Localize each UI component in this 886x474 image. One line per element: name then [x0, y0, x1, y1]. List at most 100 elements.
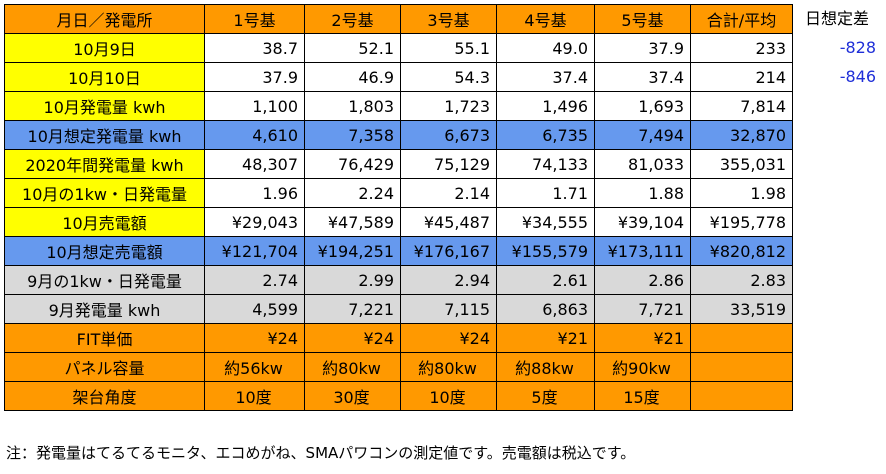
row-label: 10月の1kw・日発電量	[4, 178, 205, 208]
table-cell: 4,610	[204, 120, 305, 150]
row-label: 10月想定発電量 kwh	[4, 120, 205, 150]
table-cell: ¥21	[496, 323, 595, 353]
table-cell: ¥34,555	[496, 207, 595, 237]
table-cell: 30度	[304, 381, 401, 411]
table-cell: 7,814	[690, 91, 793, 121]
table-cell: ¥29,043	[204, 207, 305, 237]
table-cell: 2.83	[690, 265, 793, 295]
table-cell: 1,803	[304, 91, 401, 121]
table-cell: 46.9	[304, 62, 401, 92]
table-row: 10月売電額 ¥29,043 ¥47,589 ¥45,487 ¥34,555 ¥39,10…	[4, 207, 793, 237]
table-cell: 74,133	[496, 149, 595, 179]
table-cell: 10度	[204, 381, 305, 411]
table-cell: ¥21	[594, 323, 691, 353]
table-row: 9月発電量 kwh 4,599 7,221 7,115 6,863 7,721 33,519	[4, 294, 793, 324]
column-header: 3号基	[400, 4, 497, 34]
table-cell: 48,307	[204, 149, 305, 179]
table-cell: ¥195,778	[690, 207, 793, 237]
header-row: 月日／発電所 1号基 2号基 3号基 4号基 5号基 合計/平均	[4, 4, 793, 34]
table-cell: 7,358	[304, 120, 401, 150]
table-cell: 2.94	[400, 265, 497, 295]
table-cell: 37.4	[496, 62, 595, 92]
table-cell: 37.9	[204, 62, 305, 92]
column-header: 2号基	[304, 4, 401, 34]
table-cell: 54.3	[400, 62, 497, 92]
table-row: 10月想定発電量 kwh 4,610 7,358 6,673 6,735 7,494 32,…	[4, 120, 793, 150]
table-cell: 1.71	[496, 178, 595, 208]
table-cell: 5度	[496, 381, 595, 411]
table-cell: 37.9	[594, 33, 691, 63]
table-cell: 52.1	[304, 33, 401, 63]
row-label: 9月発電量 kwh	[4, 294, 205, 324]
table-cell: 214	[690, 62, 793, 92]
daily-difference-column: 日想定差 -828 -846	[792, 4, 882, 91]
table-cell: 約80kw	[304, 352, 401, 382]
table-row: 2020年間発電量 kwh 48,307 76,429 75,129 74,133 81,…	[4, 149, 793, 179]
table-cell: 37.4	[594, 62, 691, 92]
daily-difference-value: -828	[839, 38, 876, 57]
table-cell: 7,721	[594, 294, 691, 324]
table-row: 9月の1kw・日発電量 2.74 2.99 2.94 2.61 2.86 2.83	[4, 265, 793, 295]
row-label: 10月想定売電額	[4, 236, 205, 266]
table-cell: ¥39,104	[594, 207, 691, 237]
table-cell: ¥45,487	[400, 207, 497, 237]
footnote: 注：発電量はてるてるモニタ、エコめがね、SMAパワコンの測定値です。売電額は税込…	[6, 444, 636, 462]
table-row: パネル容量 約56kw 約80kw 約80kw 約88kw 約90kw	[4, 352, 793, 382]
table-cell	[690, 381, 793, 411]
table-cell: 2.14	[400, 178, 497, 208]
table-cell: 2.61	[496, 265, 595, 295]
table-cell: 1.88	[594, 178, 691, 208]
table-row: 10月9日 38.7 52.1 55.1 49.0 37.9 233	[4, 33, 793, 63]
table-cell: 約80kw	[400, 352, 497, 382]
row-label: 10月10日	[4, 62, 205, 92]
table-cell: 15度	[594, 381, 691, 411]
table-cell: 1.96	[204, 178, 305, 208]
table-cell: 38.7	[204, 33, 305, 63]
column-header: 5号基	[594, 4, 691, 34]
row-label: 10月9日	[4, 33, 205, 63]
table-cell: 2.24	[304, 178, 401, 208]
table-cell: ¥155,579	[496, 236, 595, 266]
table-row: 10月10日 37.9 46.9 54.3 37.4 37.4 214	[4, 62, 793, 92]
column-header: 合計/平均	[690, 4, 793, 34]
table-cell: 7,115	[400, 294, 497, 324]
table-cell: 2.86	[594, 265, 691, 295]
table-cell: 6,673	[400, 120, 497, 150]
table-cell: 1.98	[690, 178, 793, 208]
table-cell: 49.0	[496, 33, 595, 63]
table-cell	[690, 323, 793, 353]
table-cell: 233	[690, 33, 793, 63]
table-cell: 81,033	[594, 149, 691, 179]
table-cell: ¥24	[304, 323, 401, 353]
table-cell: 32,870	[690, 120, 793, 150]
table-row: 10月発電量 kwh 1,100 1,803 1,723 1,496 1,693 7,814	[4, 91, 793, 121]
table-cell: 55.1	[400, 33, 497, 63]
table-row: 10月想定売電額 ¥121,704 ¥194,251 ¥176,167 ¥155,579…	[4, 236, 793, 266]
row-label: 10月売電額	[4, 207, 205, 237]
table-cell: 33,519	[690, 294, 793, 324]
table-cell: 1,100	[204, 91, 305, 121]
table-cell: ¥820,812	[690, 236, 793, 266]
table-cell: ¥173,111	[594, 236, 691, 266]
column-header: 1号基	[204, 4, 305, 34]
table-cell: 2.99	[304, 265, 401, 295]
table-cell: 75,129	[400, 149, 497, 179]
table-cell: 約88kw	[496, 352, 595, 382]
table-cell: ¥121,704	[204, 236, 305, 266]
table-cell: 355,031	[690, 149, 793, 179]
table-cell: ¥24	[204, 323, 305, 353]
table-cell: 7,221	[304, 294, 401, 324]
table-cell: ¥176,167	[400, 236, 497, 266]
row-label: 9月の1kw・日発電量	[4, 265, 205, 295]
table-cell: 10度	[400, 381, 497, 411]
table-cell: 6,863	[496, 294, 595, 324]
daily-difference-title: 日想定差	[804, 9, 869, 28]
table-cell: 7,494	[594, 120, 691, 150]
table-row: FIT単価 ¥24 ¥24 ¥24 ¥21 ¥21	[4, 323, 793, 353]
table-cell: 約56kw	[204, 352, 305, 382]
table-row: 架台角度 10度 30度 10度 5度 15度	[4, 381, 793, 411]
table-cell: ¥24	[400, 323, 497, 353]
table-cell: 4,599	[204, 294, 305, 324]
table-cell: 1,496	[496, 91, 595, 121]
table-cell: 76,429	[304, 149, 401, 179]
